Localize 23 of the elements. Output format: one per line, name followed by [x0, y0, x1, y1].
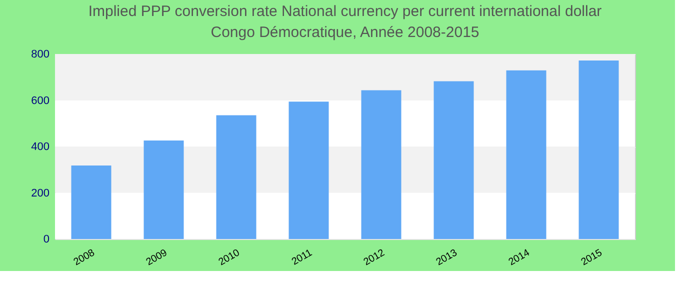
x-tick-label: 2014 [506, 247, 532, 268]
bar [434, 81, 474, 239]
y-tick-label: 800 [31, 48, 50, 60]
y-tick-label: 400 [31, 141, 50, 153]
x-tick-label: 2015 [579, 247, 605, 268]
bar [506, 70, 546, 239]
x-tick-label: 2008 [72, 247, 98, 268]
x-tick-label: 2009 [144, 247, 170, 268]
y-tick-label: 200 [31, 187, 50, 200]
bar [216, 115, 256, 239]
bar [288, 102, 329, 239]
bar [361, 90, 402, 239]
bar [578, 60, 619, 239]
chart-title: Implied PPP conversion rate National currency per current international dollar [88, 3, 602, 20]
y-tick-label: 0 [43, 234, 50, 246]
x-tick-label: 2012 [362, 247, 388, 268]
x-tick-label: 2013 [434, 247, 460, 268]
chart-subtitle: Congo Démocratique, Année 2008-2015 [210, 24, 480, 41]
x-tick-label: 2011 [290, 247, 315, 268]
x-tick-label: 2010 [216, 247, 242, 268]
bar [71, 165, 112, 239]
bar [144, 140, 184, 239]
y-tick-label: 600 [31, 94, 50, 107]
